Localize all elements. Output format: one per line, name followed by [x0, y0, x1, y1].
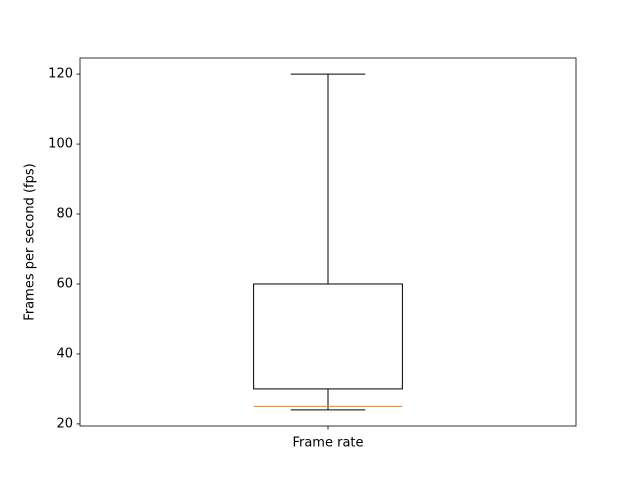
y-tick-label: 40	[56, 346, 73, 361]
box	[253, 283, 403, 390]
y-tick-label: 100	[48, 137, 73, 152]
x-tick-label: Frame rate	[292, 436, 363, 451]
y-tick-label: 120	[48, 67, 73, 82]
y-tick-label: 80	[56, 207, 73, 222]
plot-frame	[79, 57, 577, 427]
y-tick-label: 60	[56, 276, 73, 291]
y-axis-label: Frames per second (fps)	[23, 163, 38, 320]
y-tick-label: 20	[56, 416, 73, 431]
